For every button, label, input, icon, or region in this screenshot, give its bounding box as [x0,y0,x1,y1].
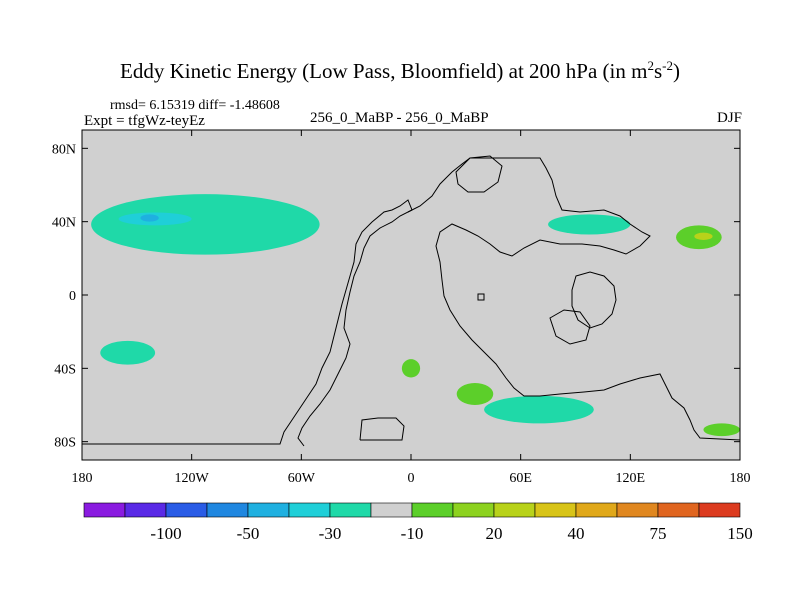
colorbar-label: 75 [650,524,667,543]
plot-background [82,130,740,460]
colorbar-label: -30 [319,524,342,543]
eurasia-africa-coastline [407,157,741,441]
colorbar-swatch [657,502,700,518]
colorbar-label: 40 [568,524,585,543]
experiment-label: Expt = tfgWz-teyEz [84,113,205,129]
field-region-10 [703,423,740,437]
colorbar-swatch [288,502,331,518]
colorbar-swatch [247,502,290,518]
x-tick-label: 120W [175,471,210,486]
colorbar-swatch [329,502,372,518]
x-tick-label: 60E [509,471,532,486]
title-close: ) [672,59,680,83]
field-region-9 [456,383,494,405]
colorbar-label: 150 [727,524,753,543]
x-tick-label: 60W [288,471,316,486]
x-tick-label: 0 [408,471,415,486]
chart-title: Eddy Kinetic Energy (Low Pass, Bloomfiel… [0,58,800,84]
x-tick-label: 180 [72,471,93,486]
x-tick-label: 120E [616,471,646,486]
x-axis: 180 120W 60W 0 60E 120E 180 [72,130,751,486]
title-unit-s-exponent: -2 [662,58,673,73]
colorbar-swatch [124,502,167,518]
field-region-3 [548,214,631,235]
colorbar-swatch [616,502,659,518]
field-region-5 [694,232,713,240]
americas-coastline [82,199,413,447]
maritime-coastline [549,309,591,345]
y-tick-label: 40S [54,362,76,377]
colorbar-swatch [165,502,208,518]
antarctic-peninsula-coastline [359,417,405,441]
season-label: DJF [716,110,742,126]
colorbar: -100 -50 -30 -10 20 40 75 150 [83,502,753,543]
colorbar-label: 20 [486,524,503,543]
colorbar-swatch [534,502,577,518]
field-region-7 [100,340,156,365]
coastline [82,155,741,447]
colorbar-swatch [452,502,495,518]
small-island-coastline [477,293,485,301]
colorbar-label: -50 [237,524,260,543]
rmsd-label: rmsd= 6.15319 diff= -1.48608 [110,98,280,113]
y-tick-label: 80N [52,142,76,157]
y-tick-label: 40N [52,216,76,231]
title-unit-s: s [653,59,663,83]
plot-area [82,130,740,460]
greenland-coastline [455,155,503,193]
colorbar-label: -100 [150,524,181,543]
colorbar-swatch [83,502,126,518]
colorbar-label: -10 [401,524,424,543]
field-region-6 [484,395,594,424]
field-region-0 [91,194,320,255]
colorbar-swatch [493,502,536,518]
colorbar-swatch [411,502,454,518]
colorbar-swatch [370,502,413,518]
title-main: Eddy Kinetic Energy (Low Pass, Bloomfiel… [120,59,648,83]
colorbar-swatch [206,502,249,518]
y-tick-label: 80S [54,436,76,451]
field-region-8 [401,359,421,378]
x-tick-label: 180 [730,471,751,486]
y-tick-label: 0 [69,289,76,304]
anomaly-fields [91,194,740,437]
australia-coastline [571,271,617,329]
field-region-2 [140,214,159,222]
colorbar-swatch [575,502,618,518]
y-axis: 80N 40N 0 40S 80S [52,142,740,451]
comparison-label: 256_0_MaBP - 256_0_MaBP [310,110,489,126]
title-unit-m-exponent: 2 [647,58,654,73]
colorbar-swatch [698,502,741,518]
